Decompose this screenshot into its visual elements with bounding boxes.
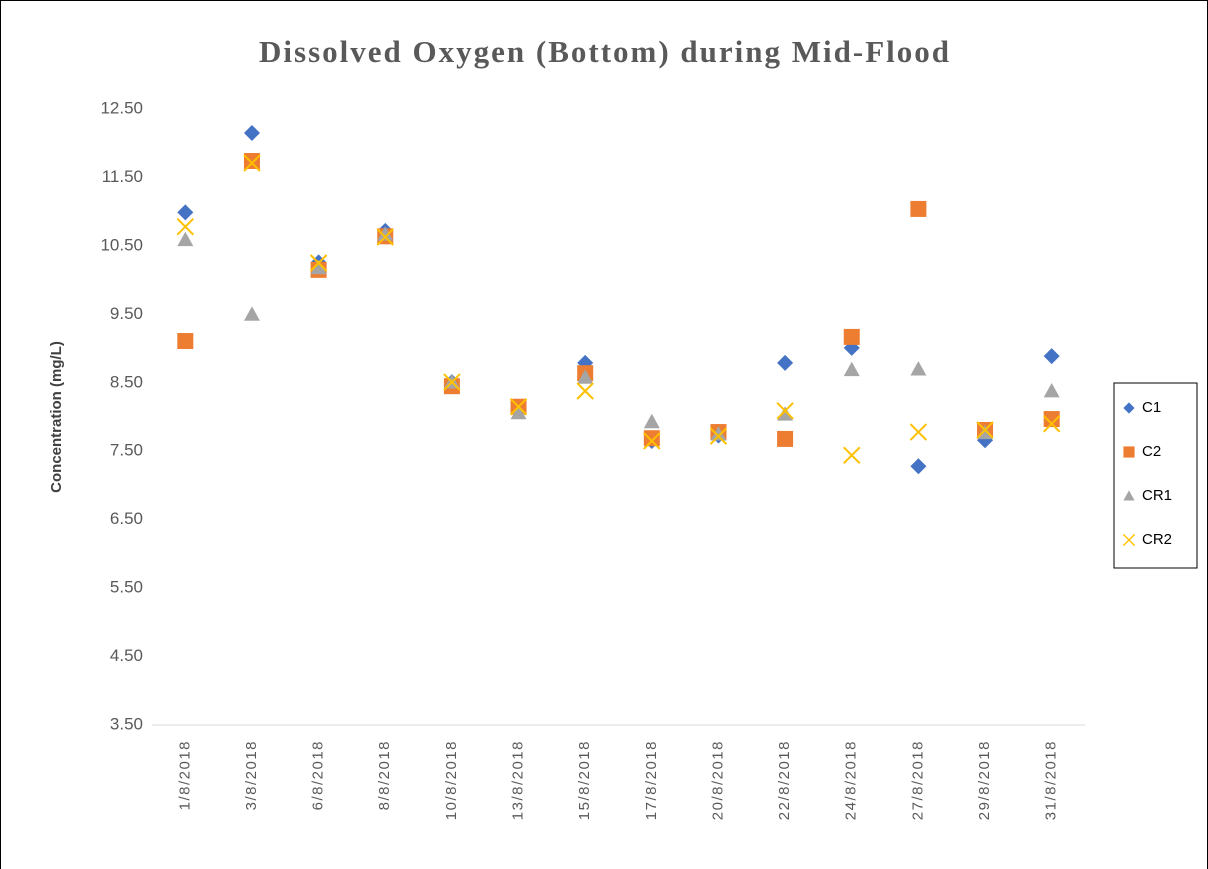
point (576, 382, 594, 400)
legend-label: CR2 (1142, 531, 1172, 548)
point (309, 254, 328, 272)
y-tick-label: 3.50 (110, 714, 143, 733)
point (643, 432, 661, 450)
x-tick-label: 10/8/2018 (443, 740, 460, 820)
legend-marker (1123, 490, 1135, 501)
point (643, 430, 660, 447)
y-tick-label: 5.50 (110, 578, 143, 597)
x-tick-label: 20/8/2018 (709, 740, 726, 820)
y-tick-label: 8.50 (110, 372, 143, 391)
x-tick-label: 27/8/2018 (909, 740, 926, 820)
point (1043, 348, 1060, 365)
point (777, 430, 794, 447)
x-tick-label: 24/8/2018 (843, 740, 860, 820)
point (977, 424, 994, 440)
point (910, 200, 927, 217)
point (443, 373, 461, 391)
point (843, 328, 860, 345)
point (177, 333, 194, 350)
y-tick-label: 6.50 (110, 509, 143, 528)
y-tick-label: 12.50 (100, 98, 143, 117)
point (776, 402, 794, 420)
y-tick-label: 9.50 (110, 304, 143, 323)
point (243, 306, 260, 321)
point (577, 369, 594, 384)
x-tick-label: 22/8/2018 (776, 740, 793, 820)
legend-label: C1 (1142, 399, 1161, 416)
point (510, 404, 527, 420)
legend-label: CR1 (1142, 487, 1172, 504)
point (509, 398, 528, 416)
point (710, 426, 727, 441)
point (843, 361, 860, 377)
x-tick-label: 17/8/2018 (643, 740, 660, 820)
legend-label: C2 (1142, 443, 1161, 460)
point (910, 458, 927, 475)
x-tick-label: 15/8/2018 (576, 740, 593, 820)
legend-marker (1123, 446, 1135, 458)
point (1043, 411, 1060, 428)
point (777, 354, 794, 371)
point (976, 421, 994, 439)
point (243, 153, 260, 170)
legend-marker (1122, 533, 1136, 547)
point (643, 413, 660, 429)
point (243, 154, 261, 172)
x-tick-label: 3/8/2018 (243, 740, 260, 810)
point (777, 406, 794, 421)
point (177, 204, 194, 221)
point (377, 226, 394, 241)
x-tick-label: 1/8/2018 (176, 740, 193, 810)
point (910, 361, 927, 376)
y-axis-label: Concentration (mg/L) (48, 341, 65, 493)
chart-title: Dissolved Oxygen (Bottom) during Mid-Flo… (259, 34, 951, 69)
point (310, 259, 327, 275)
y-tick-label: 4.50 (110, 646, 143, 665)
y-tick-label: 10.50 (100, 235, 143, 254)
legend-box (1113, 382, 1198, 569)
point (1042, 415, 1061, 433)
point (243, 124, 260, 141)
y-tick-label: 7.50 (110, 441, 143, 460)
x-tick-label: 29/8/2018 (976, 740, 993, 820)
point (176, 218, 195, 236)
point (177, 231, 194, 247)
point (909, 423, 928, 441)
x-tick-label: 13/8/2018 (510, 740, 527, 820)
y-tick-label: 11.50 (102, 167, 143, 186)
point (709, 427, 728, 445)
x-tick-label: 8/8/2018 (376, 740, 393, 810)
x-tick-label: 31/8/2018 (1043, 740, 1060, 820)
point (376, 228, 394, 246)
point (1043, 382, 1060, 398)
point (843, 446, 861, 465)
x-tick-label: 6/8/2018 (310, 740, 327, 810)
